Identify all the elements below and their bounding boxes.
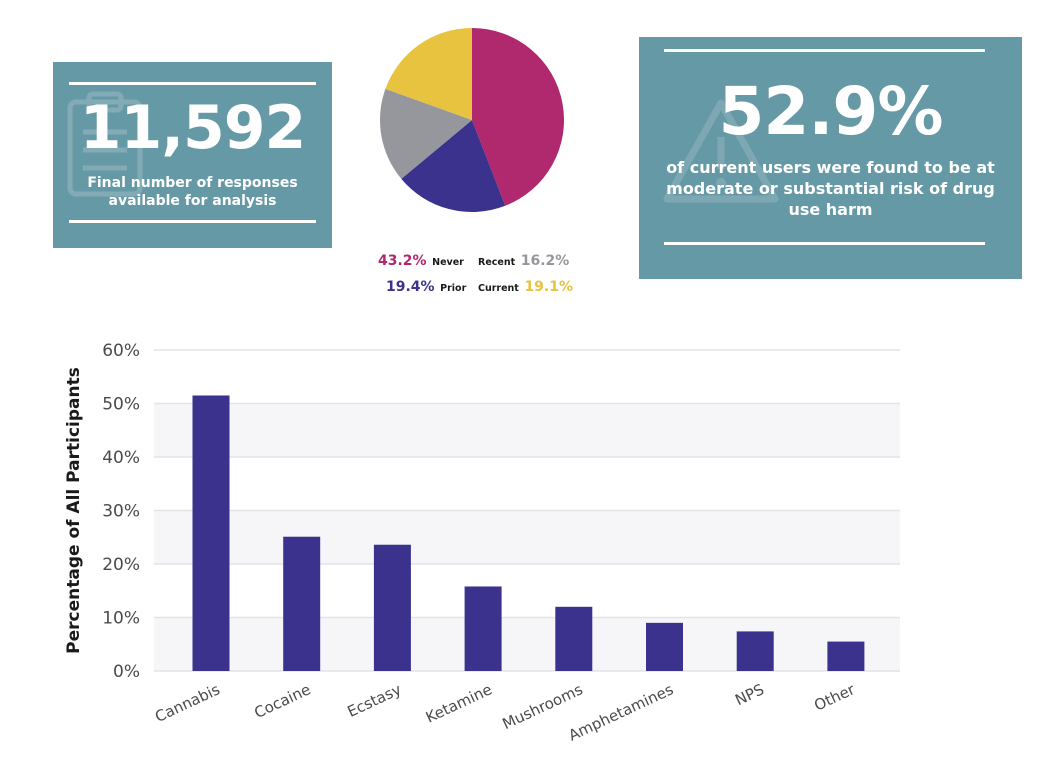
y-axis-label: Percentage of All Participants (64, 367, 84, 654)
card-divider-bottom (664, 242, 985, 245)
grid-band (154, 510, 900, 564)
y-tick-label: 0% (113, 662, 140, 682)
legend-prior-label: Prior (440, 283, 467, 294)
grid-band (154, 403, 900, 457)
bar-ketamine (464, 586, 502, 671)
legend-current: Current 19.1% (478, 276, 573, 295)
user-status-pie-chart (380, 28, 564, 212)
legend-never: 43.2% Never (378, 250, 464, 269)
legend-prior-value: 19.4% (386, 279, 435, 295)
card-divider-top (69, 82, 316, 85)
pie-slice-current (385, 28, 472, 120)
bar-other (827, 641, 865, 671)
y-tick-label: 40% (102, 448, 140, 468)
responses-stat-card: 11,592 Final number of responses availab… (53, 62, 332, 248)
x-tick-label: Ecstasy (345, 680, 405, 721)
y-tick-label: 10% (102, 609, 140, 629)
bar-amphetamines (646, 622, 683, 671)
responses-count: 11,592 (79, 93, 307, 163)
x-tick-label: Cocaine (251, 680, 313, 722)
y-tick-label: 30% (102, 502, 140, 522)
bar-cocaine (283, 536, 321, 671)
risk-stat-card: 52.9% of current users were found to be … (639, 37, 1022, 279)
pie-slice-recent (380, 88, 472, 179)
y-tick-label: 20% (102, 555, 140, 575)
card-divider-top (664, 49, 985, 52)
clipboard-icon (67, 91, 143, 197)
legend-never-label: Never (432, 257, 464, 268)
pie-slice-prior (401, 120, 506, 212)
y-tick-label: 60% (102, 341, 140, 361)
drug-use-bar-chart: 0% 10% 20% 30% 40% 50% 60% Percentage of All Pa… (64, 341, 900, 745)
grid-band (154, 617, 900, 671)
legend-recent: Recent 16.2% (478, 250, 569, 269)
legend-prior: 19.4% Prior (386, 276, 466, 295)
x-tick-label: NPS (732, 680, 767, 709)
warning-triangle-icon (663, 99, 779, 203)
card-divider-bottom (69, 220, 316, 223)
y-tick-label: 50% (102, 395, 140, 415)
legend-recent-value: 16.2% (520, 253, 570, 269)
bar-cannabis (192, 395, 230, 671)
pie-slice-never (472, 28, 564, 206)
responses-caption: Final number of responses available for … (87, 175, 298, 209)
legend-recent-label: Recent (478, 257, 516, 268)
x-tick-label: Ketamine (423, 680, 495, 726)
bar-nps (736, 631, 774, 671)
risk-caption: of current users were found to be at mod… (666, 158, 995, 219)
risk-percentage: 52.9% (718, 73, 944, 150)
legend-current-value: 19.1% (524, 279, 574, 295)
x-tick-label: Cannabis (152, 680, 223, 726)
legend-current-label: Current (478, 283, 519, 294)
x-tick-label: Other (811, 680, 858, 715)
bar-ecstasy (373, 544, 411, 671)
bar-mushrooms (555, 606, 593, 671)
legend-never-value: 43.2% (378, 253, 427, 269)
